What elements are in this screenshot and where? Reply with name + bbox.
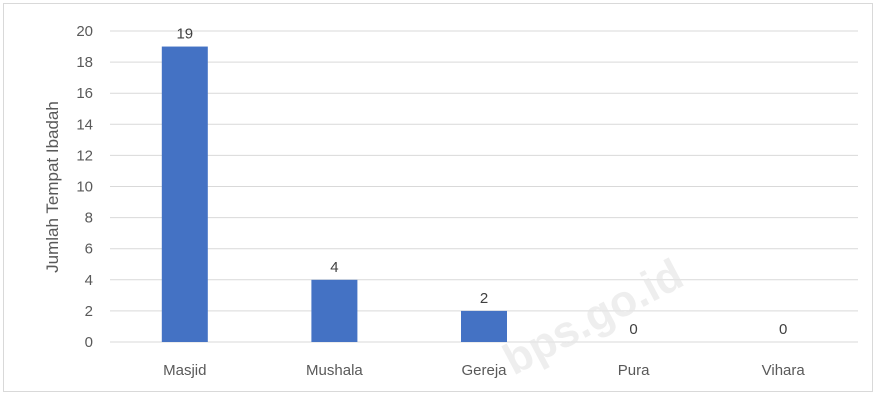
bar-masjid (161, 46, 208, 343)
category-label-masjid: Masjid (163, 362, 206, 379)
data-label-gereja: 2 (480, 290, 488, 307)
y-tick-label: 14 (76, 116, 93, 133)
category-label-mushala: Mushala (306, 362, 363, 379)
data-label-masjid: 19 (176, 26, 193, 43)
data-label-pura: 0 (629, 321, 637, 338)
bar-mushala (311, 279, 358, 342)
data-label-mushala: 4 (330, 259, 338, 276)
y-tick-label: 2 (85, 303, 93, 320)
y-tick-label: 20 (76, 23, 93, 40)
bars (161, 46, 507, 343)
y-tick-label: 10 (76, 179, 93, 196)
bar-gereja (461, 310, 507, 342)
y-tick-label: 4 (85, 272, 93, 289)
data-labels: 19 4 2 0 0 (176, 26, 787, 338)
y-tick-label: 16 (76, 85, 93, 102)
watermark: bps.go.id (495, 250, 691, 385)
y-axis-label: Jumlah Tempat Ibadah (43, 101, 62, 273)
data-label-vihara: 0 (779, 321, 787, 338)
y-tick-labels: 0 2 4 6 8 10 12 14 16 18 20 (76, 23, 93, 351)
y-tick-label: 18 (76, 54, 93, 71)
y-tick-label: 8 (85, 210, 93, 227)
category-label-pura: Pura (618, 362, 650, 379)
y-tick-label: 6 (85, 241, 93, 258)
gridlines (110, 30, 858, 343)
chart-frame (3, 3, 873, 392)
category-labels: Masjid Mushala Gereja Pura Vihara (163, 362, 805, 379)
category-label-gereja: Gereja (461, 362, 507, 379)
y-tick-label: 0 (85, 334, 93, 351)
category-label-vihara: Vihara (762, 362, 806, 379)
y-tick-label: 12 (76, 147, 93, 164)
